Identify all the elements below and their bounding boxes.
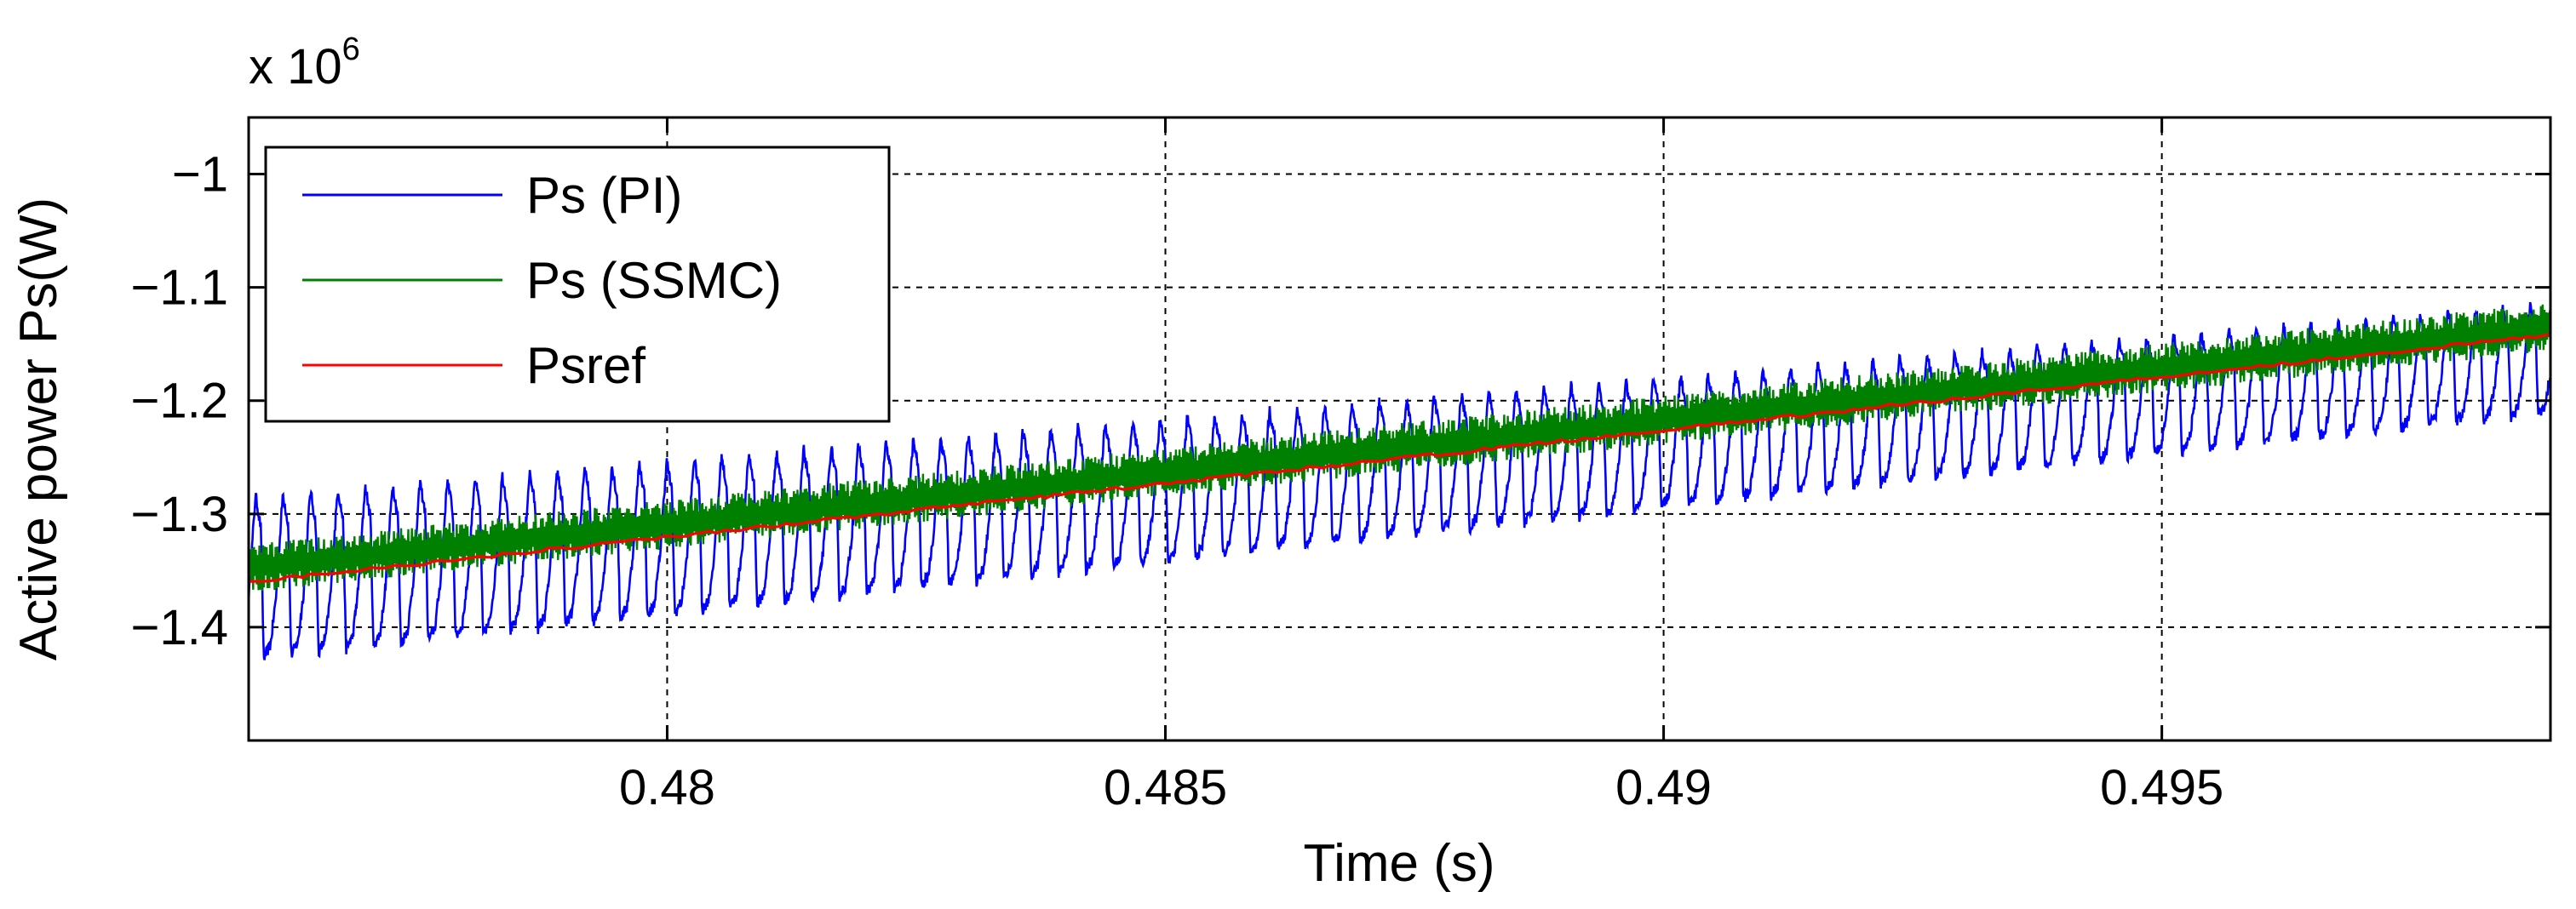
x-tick-label: 0.485 <box>1104 760 1227 815</box>
legend-label-ps-pi: Ps (PI) <box>526 167 682 224</box>
x-tick-labels: 0.48 0.485 0.49 0.495 <box>619 760 2223 815</box>
y-tick-label: −1.4 <box>131 600 229 655</box>
y-tick-label: −1.3 <box>131 487 229 542</box>
x-ticks <box>665 117 2164 740</box>
y-tick-label: −1 <box>172 147 228 203</box>
y-multiplier: x 106 <box>249 31 360 94</box>
y-tick-label: −1.1 <box>131 260 229 316</box>
y-multiplier-base: x 10 <box>249 39 342 94</box>
series-line-psref <box>249 332 2550 583</box>
x-gridlines <box>666 117 2163 740</box>
y-axis-label: Active power Ps(W) <box>9 197 68 660</box>
x-tick-label: 0.495 <box>2100 760 2223 815</box>
series-line-ps-pi <box>249 301 2550 660</box>
legend-box <box>264 146 891 423</box>
x-tick-label: 0.48 <box>619 760 715 815</box>
y-multiplier-exponent: 6 <box>342 31 360 67</box>
y-ticks <box>249 173 2550 629</box>
plot-frame <box>247 116 2552 742</box>
x-axis-label: Time (s) <box>1304 834 1495 893</box>
series-line-ps-ssmc <box>249 304 2550 591</box>
y-tick-labels: −1.4 −1.3 −1.2 −1.1 −1 <box>131 147 229 655</box>
legend-label-psref: Psref <box>526 337 645 394</box>
legend: Ps (PI) Ps (SSMC) Psref <box>264 146 891 423</box>
legend-label-ps-ssmc: Ps (SSMC) <box>526 252 782 309</box>
x-tick-label: 0.49 <box>1615 760 1712 815</box>
series-layer <box>249 301 2550 660</box>
y-tick-label: −1.2 <box>131 374 229 429</box>
